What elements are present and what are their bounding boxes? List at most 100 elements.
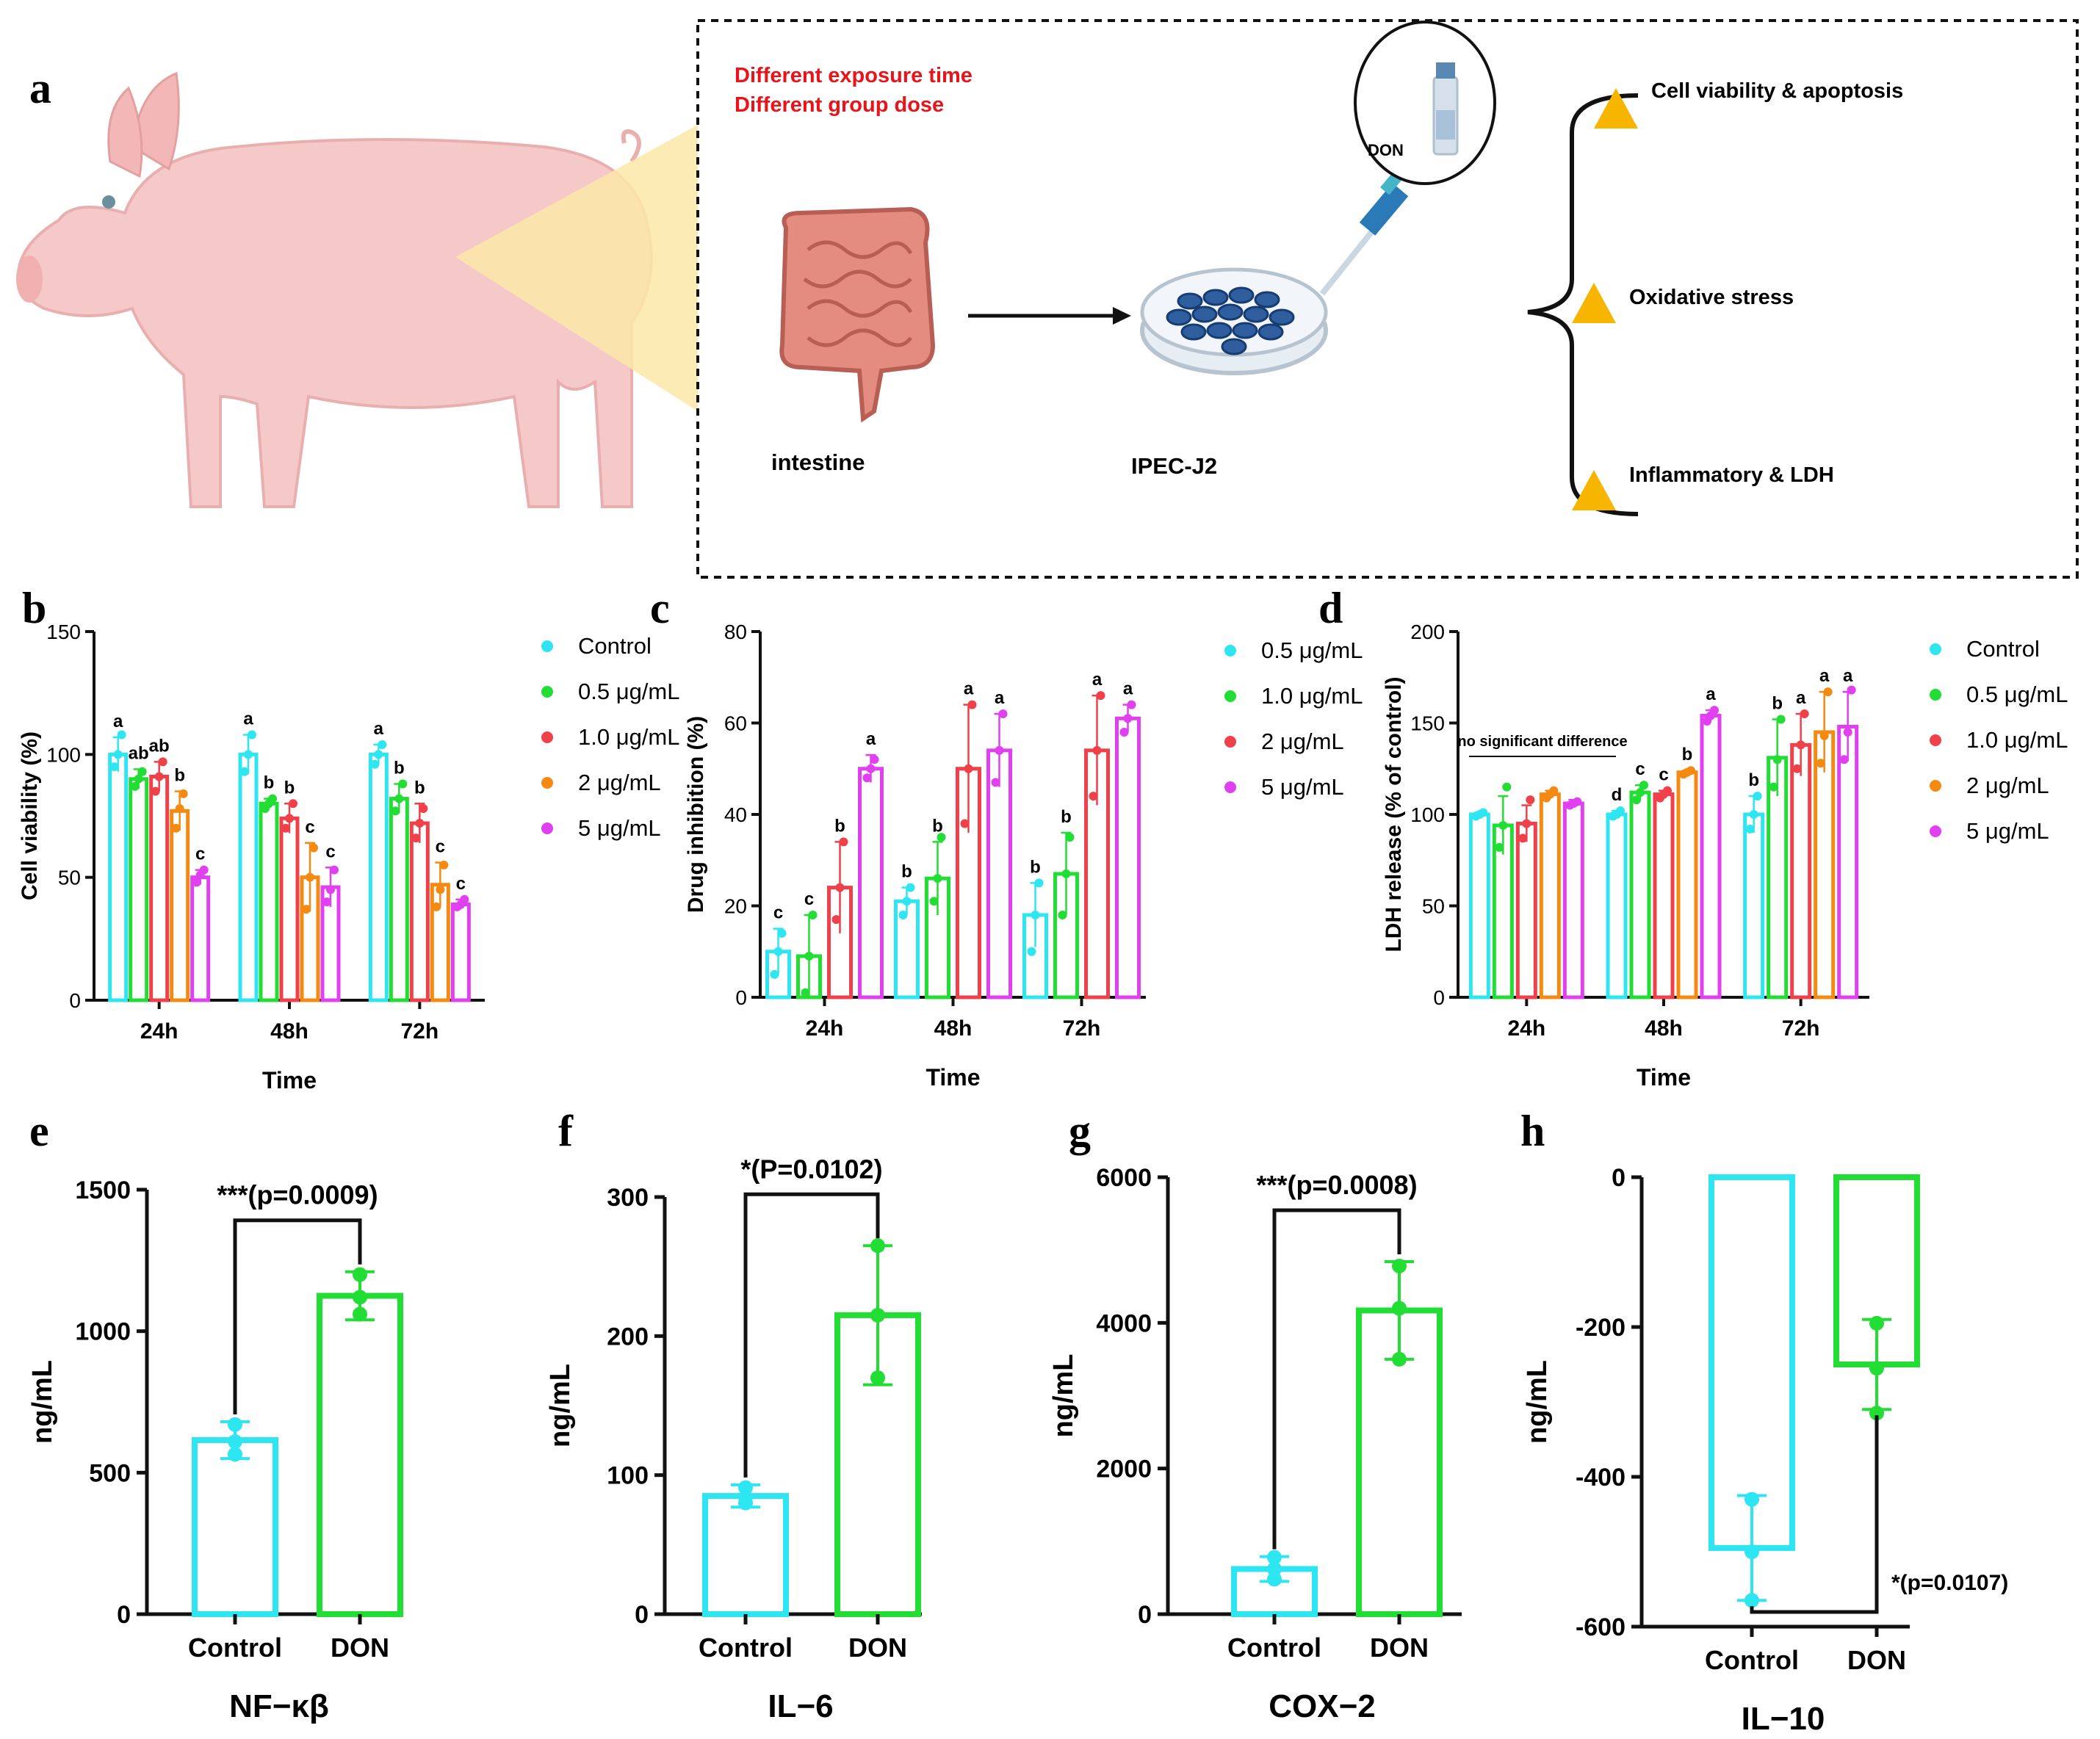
data-point: [937, 833, 946, 842]
y-axis-title: LDH release (% of control): [1382, 676, 1406, 952]
bar: [702, 1493, 789, 1617]
panel-letter-h: h: [1520, 1107, 1545, 1155]
data-point: [1769, 782, 1778, 792]
data-point: [1089, 792, 1098, 801]
significance-letter: b: [264, 773, 275, 793]
outcome-2: Oxidative stress: [1629, 286, 1794, 309]
significance-letter: b: [174, 766, 185, 786]
data-point: [398, 779, 408, 789]
bar: [190, 875, 211, 1002]
y-tick-label: 0: [1433, 986, 1445, 1009]
petri-dish-icon: [1140, 267, 1328, 375]
data-point: [192, 878, 201, 887]
chart-il10: -600 -400 -200 0 Control DON *(p=0.0107) ng/mL I…: [1522, 1164, 2008, 1737]
legend-marker: [1930, 689, 1941, 701]
data-point: [1869, 1406, 1884, 1421]
bar: [1676, 770, 1698, 999]
data-point: [411, 834, 421, 843]
bar: [279, 816, 300, 1002]
data-point: [1518, 834, 1528, 843]
data-point: [436, 885, 445, 894]
chart-title: NF−κβ: [229, 1688, 329, 1724]
significance-letter: b: [414, 778, 425, 798]
y-tick-label: -400: [1576, 1464, 1625, 1492]
y-tick-label: 50: [58, 867, 81, 889]
y-tick-label: 300: [607, 1184, 649, 1212]
data-point: [1267, 1550, 1282, 1565]
intestine-label: intestine: [771, 449, 865, 475]
bar: [409, 821, 430, 1002]
y-tick-label: 1000: [75, 1318, 131, 1346]
data-point: [432, 902, 441, 911]
bar: [1562, 801, 1584, 999]
data-point: [1392, 1351, 1407, 1367]
data-point: [1058, 910, 1067, 919]
vial-circle: [1354, 21, 1496, 185]
x-tick-label: DON: [331, 1633, 389, 1663]
significance-bracket: [1272, 1208, 1401, 1550]
significance-letter: c: [773, 903, 783, 923]
y-tick-label: 500: [89, 1459, 131, 1487]
bar: [1115, 716, 1141, 999]
data-point: [777, 928, 787, 938]
significance-letter: b: [1061, 807, 1072, 827]
data-point: [998, 709, 1008, 719]
significance-letter: ab: [129, 743, 149, 763]
data-point: [1065, 833, 1075, 842]
y-tick-label: 40: [724, 803, 747, 826]
significance-letter: ab: [149, 736, 170, 756]
y-tick-label: 0: [117, 1601, 131, 1629]
data-point: [870, 755, 879, 764]
legend-label: 2 μg/mL: [578, 770, 661, 795]
legend-marker: [1224, 645, 1236, 657]
significance-letter: b: [284, 778, 295, 798]
significance-letter: a: [243, 709, 253, 729]
data-point: [1744, 1544, 1759, 1559]
bar: [1606, 812, 1628, 999]
data-point: [1710, 706, 1719, 715]
data-point: [839, 837, 848, 847]
data-point: [1392, 1301, 1407, 1316]
data-point: [1061, 869, 1071, 878]
vial-icon: [1432, 62, 1459, 156]
data-point: [439, 860, 449, 870]
y-tick-label: 4000: [1096, 1309, 1152, 1337]
data-point: [391, 806, 400, 816]
legend-marker: [541, 640, 553, 652]
data-point: [1034, 878, 1044, 888]
data-point: [158, 757, 167, 767]
significance-letter: b: [1748, 770, 1759, 790]
data-point: [228, 1447, 242, 1462]
data-point: [835, 883, 845, 892]
data-point: [906, 883, 915, 892]
y-tick-label: 2000: [1096, 1456, 1152, 1483]
legend-marker: [1930, 780, 1941, 792]
data-point: [228, 1434, 242, 1449]
outcome-triangle-1: [1594, 88, 1638, 129]
y-tick-label: 20: [724, 895, 747, 918]
data-point: [244, 750, 253, 759]
data-point: [770, 969, 779, 979]
data-point: [137, 767, 147, 776]
significance-letter: a: [1123, 679, 1133, 699]
data-point: [1573, 797, 1582, 806]
y-tick-label: 0: [735, 986, 747, 1009]
y-tick-label: 0: [1138, 1601, 1152, 1629]
data-point: [302, 905, 311, 914]
legend-marker: [541, 822, 553, 834]
data-point: [1119, 727, 1129, 737]
data-point: [1392, 1258, 1407, 1273]
data-point: [419, 803, 428, 813]
x-tick-label: DON: [1370, 1633, 1429, 1663]
y-axis-title: Drug inhibition (%): [684, 716, 708, 913]
data-point: [1753, 792, 1762, 801]
schematic-box: [696, 19, 2079, 579]
data-point: [1549, 786, 1559, 795]
x-tick-label: 24h: [140, 1019, 178, 1044]
significance-bracket: [233, 1218, 362, 1414]
data-point: [801, 988, 810, 997]
data-point: [248, 730, 256, 740]
data-point: [1816, 759, 1825, 768]
legend-label: 1.0 μg/mL: [1966, 727, 2068, 753]
